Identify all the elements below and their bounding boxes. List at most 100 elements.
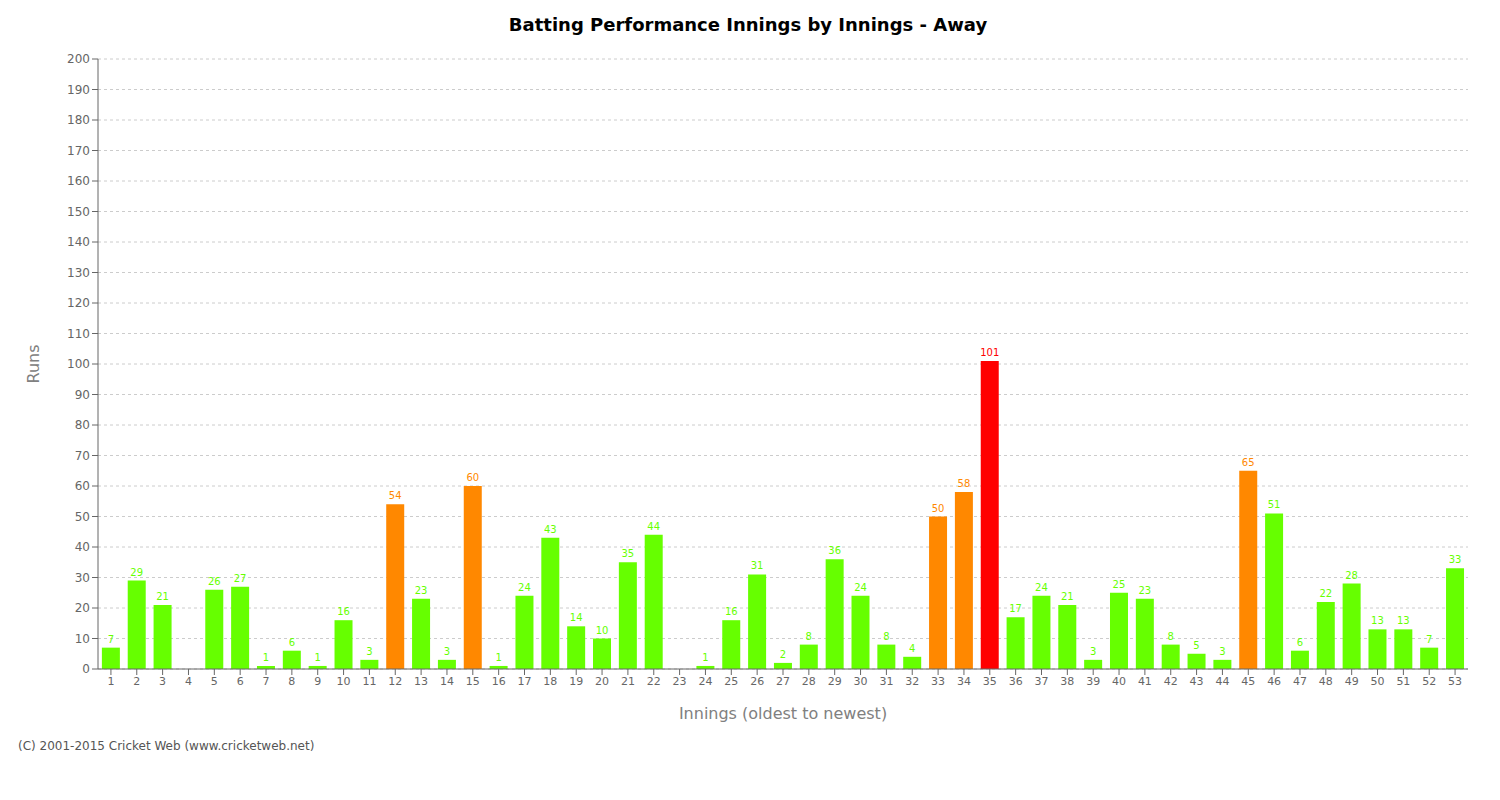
svg-text:10: 10 [337,675,351,688]
svg-text:31: 31 [879,675,893,688]
svg-text:32: 32 [905,675,919,688]
svg-text:24: 24 [518,582,531,593]
svg-text:1: 1 [702,652,708,663]
svg-text:40: 40 [75,540,90,554]
svg-text:17: 17 [1009,603,1022,614]
svg-text:50: 50 [932,503,945,514]
svg-text:150: 150 [67,205,90,219]
svg-text:120: 120 [67,296,90,310]
svg-text:70: 70 [75,449,90,463]
svg-text:7: 7 [263,675,270,688]
svg-text:3: 3 [1219,646,1225,657]
svg-text:27: 27 [776,675,790,688]
svg-text:25: 25 [1113,579,1126,590]
svg-text:65: 65 [1242,457,1255,468]
svg-text:35: 35 [983,675,997,688]
svg-text:44: 44 [1215,675,1229,688]
svg-text:24: 24 [1035,582,1048,593]
svg-text:110: 110 [67,327,90,341]
svg-text:8: 8 [288,675,295,688]
svg-text:7: 7 [1426,634,1432,645]
svg-text:101: 101 [980,347,999,358]
svg-text:33: 33 [931,675,945,688]
svg-text:35: 35 [621,548,634,559]
svg-text:80: 80 [75,418,90,432]
svg-text:50: 50 [75,510,90,524]
svg-text:10: 10 [75,632,90,646]
svg-text:16: 16 [337,606,350,617]
svg-text:9: 9 [314,675,321,688]
svg-text:14: 14 [440,675,454,688]
svg-text:6: 6 [1297,637,1303,648]
svg-text:17: 17 [518,675,532,688]
svg-text:25: 25 [724,675,738,688]
svg-text:19: 19 [569,675,583,688]
svg-text:0: 0 [82,662,90,676]
svg-text:11: 11 [362,675,376,688]
svg-text:200: 200 [67,52,90,66]
svg-text:90: 90 [75,388,90,402]
svg-text:41: 41 [1138,675,1152,688]
svg-text:1: 1 [314,652,320,663]
svg-text:13: 13 [1397,615,1410,626]
svg-text:34: 34 [957,675,971,688]
svg-text:100: 100 [67,357,90,371]
svg-text:43: 43 [544,524,557,535]
svg-text:20: 20 [75,601,90,615]
svg-text:3: 3 [1090,646,1096,657]
svg-text:18: 18 [543,675,557,688]
svg-text:21: 21 [156,591,169,602]
svg-text:37: 37 [1034,675,1048,688]
svg-text:160: 160 [67,174,90,188]
svg-text:21: 21 [1061,591,1074,602]
svg-text:43: 43 [1190,675,1204,688]
svg-text:20: 20 [595,675,609,688]
svg-text:28: 28 [1345,570,1358,581]
svg-text:51: 51 [1396,675,1410,688]
svg-text:47: 47 [1293,675,1307,688]
svg-text:8: 8 [883,631,889,642]
svg-text:1: 1 [107,675,114,688]
svg-text:26: 26 [208,576,221,587]
svg-text:8: 8 [1168,631,1174,642]
svg-text:23: 23 [415,585,428,596]
svg-text:140: 140 [67,235,90,249]
svg-text:4: 4 [909,643,915,654]
svg-text:170: 170 [67,144,90,158]
svg-text:4: 4 [185,675,192,688]
svg-text:16: 16 [492,675,506,688]
svg-text:44: 44 [647,521,660,532]
svg-text:5: 5 [1193,640,1199,651]
svg-text:15: 15 [466,675,480,688]
svg-text:7: 7 [108,634,114,645]
svg-text:21: 21 [621,675,635,688]
svg-text:6: 6 [289,637,295,648]
svg-text:33: 33 [1449,554,1462,565]
svg-text:22: 22 [1319,588,1332,599]
svg-text:Runs: Runs [24,344,43,383]
svg-text:Innings (oldest to newest): Innings (oldest to newest) [679,704,887,723]
svg-text:22: 22 [647,675,661,688]
svg-text:23: 23 [673,675,687,688]
svg-text:130: 130 [67,266,90,280]
svg-text:23: 23 [1138,585,1151,596]
svg-text:36: 36 [828,545,841,556]
svg-text:3: 3 [366,646,372,657]
svg-text:60: 60 [466,472,479,483]
svg-text:14: 14 [570,612,583,623]
svg-text:36: 36 [1009,675,1023,688]
svg-text:48: 48 [1319,675,1333,688]
svg-text:39: 39 [1086,675,1100,688]
svg-text:190: 190 [67,83,90,97]
svg-text:10: 10 [596,625,609,636]
svg-text:16: 16 [725,606,738,617]
svg-text:1: 1 [263,652,269,663]
svg-text:49: 49 [1345,675,1359,688]
svg-text:53: 53 [1448,675,1462,688]
svg-text:8: 8 [806,631,812,642]
svg-text:54: 54 [389,490,402,501]
svg-text:31: 31 [751,560,764,571]
svg-text:50: 50 [1371,675,1385,688]
svg-text:24: 24 [854,582,867,593]
svg-text:180: 180 [67,113,90,127]
